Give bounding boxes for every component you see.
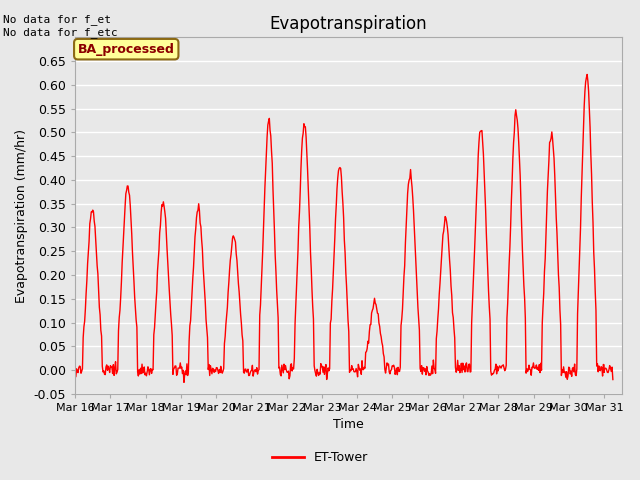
X-axis label: Time: Time [333, 419, 364, 432]
Text: BA_processed: BA_processed [78, 43, 175, 56]
Text: No data for f_et
No data for f_etc: No data for f_et No data for f_etc [3, 14, 118, 38]
Y-axis label: Evapotranspiration (mm/hr): Evapotranspiration (mm/hr) [15, 129, 28, 302]
Title: Evapotranspiration: Evapotranspiration [269, 15, 427, 33]
Legend: ET-Tower: ET-Tower [268, 446, 372, 469]
